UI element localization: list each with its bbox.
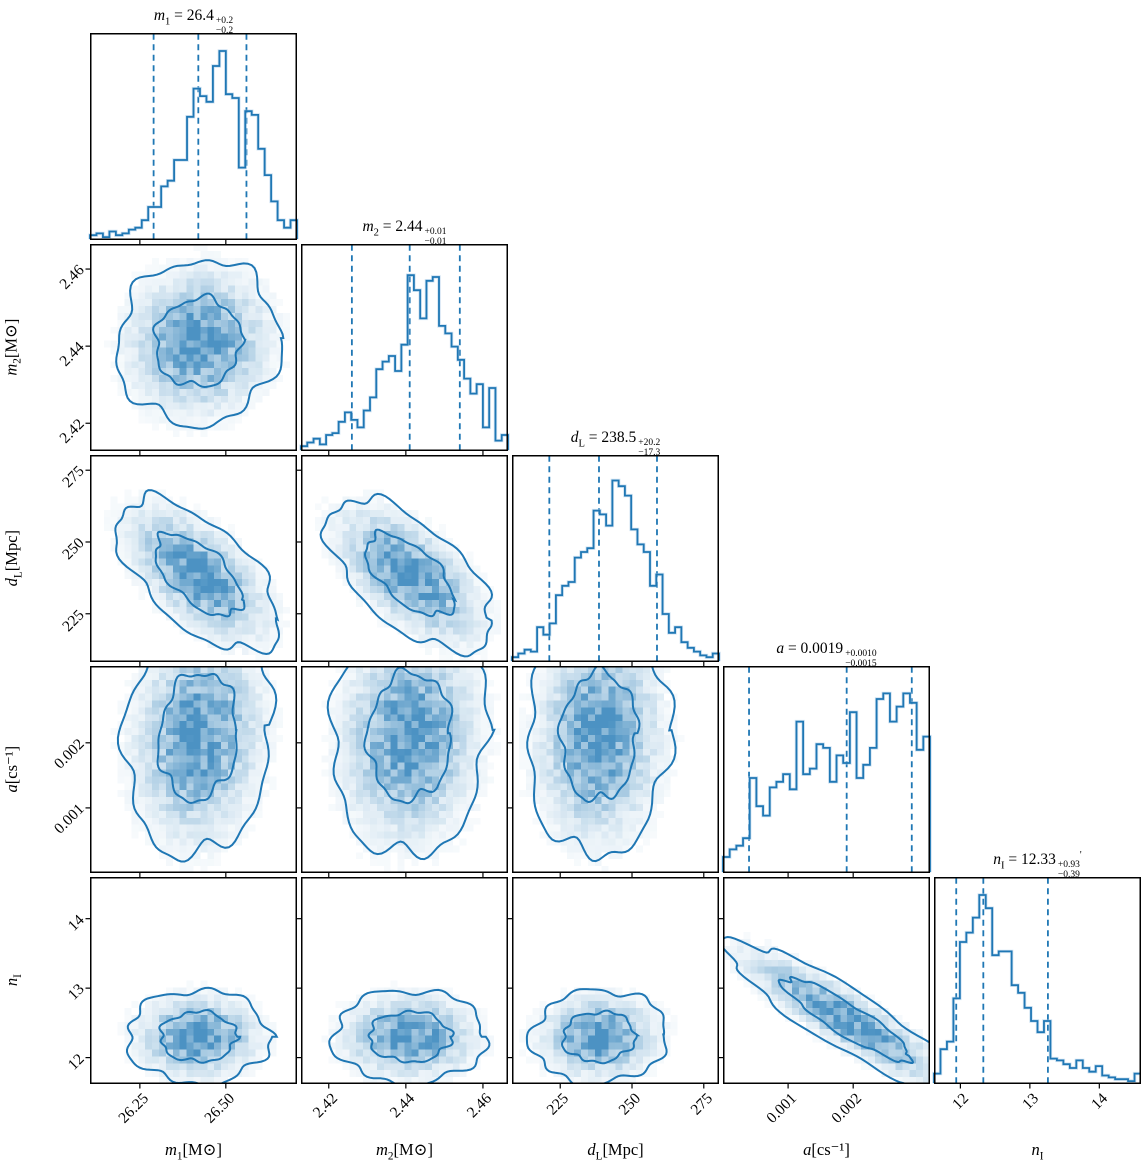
density-a-vs-m2 bbox=[296, 666, 508, 878]
histogram-halo bbox=[299, 273, 510, 451]
density-contour bbox=[526, 666, 677, 863]
panel-title-m2: m2 = 2.44 +0.01 −0.01 bbox=[362, 218, 447, 248]
y-axis-title-a: a[cs⁻¹] bbox=[1, 746, 21, 793]
x-axis-title-nI: nI bbox=[1031, 1140, 1044, 1163]
density-nI-vs-a bbox=[718, 877, 930, 1089]
density-contour bbox=[723, 935, 930, 1084]
density-contour bbox=[158, 1008, 242, 1064]
x-axis-title-m2: m2[M⊙] bbox=[375, 1140, 434, 1163]
histogram-m1 bbox=[88, 33, 299, 245]
histogram-line bbox=[722, 692, 931, 873]
panel-title-dL: dL = 238.5 +20.2 −17.3 bbox=[570, 429, 661, 459]
density-contour bbox=[326, 666, 496, 861]
density-contour bbox=[560, 1009, 641, 1065]
panel-border bbox=[90, 33, 297, 240]
histogram-line bbox=[89, 50, 298, 240]
panel-title-nI: nI = 12.33 +0.93 −0.39 ' bbox=[993, 850, 1082, 881]
panel-border bbox=[512, 877, 719, 1084]
density-contour bbox=[556, 666, 641, 804]
histogram-m2 bbox=[299, 244, 510, 456]
density-contour bbox=[777, 976, 915, 1064]
panel-hist-m1: m1 = 26.4 +0.2 −0.2 bbox=[88, 7, 299, 245]
panel-hist-a: a = 0.0019 +0.0010 −0.0015 bbox=[721, 640, 932, 878]
panel-density-nI-vs-dL: 225 250 275 dL[Mpc] bbox=[507, 877, 719, 1162]
panel-hist-m2: m2 = 2.44 +0.01 −0.01 bbox=[299, 218, 510, 456]
panel-border bbox=[301, 877, 508, 1084]
panel-border bbox=[90, 244, 297, 451]
y-axis-title-m2: m2[M⊙] bbox=[1, 318, 25, 377]
panel-hist-dL: dL = 238.5 +20.2 −17.3 bbox=[510, 429, 721, 667]
panel-density-a-vs-m2 bbox=[296, 666, 508, 878]
density-contour bbox=[115, 259, 285, 430]
density-contour bbox=[126, 986, 279, 1084]
panel-title-a: a = 0.0019 +0.0010 −0.0015 bbox=[776, 640, 877, 670]
histogram-line bbox=[511, 479, 720, 662]
panel-border bbox=[512, 455, 719, 662]
panel-border bbox=[301, 455, 508, 662]
panel-border bbox=[301, 244, 508, 451]
histogram-line bbox=[300, 274, 509, 451]
histogram-nI bbox=[932, 877, 1141, 1089]
density-dL-vs-m1 bbox=[85, 455, 297, 667]
density-contour bbox=[328, 988, 491, 1084]
panel-border bbox=[90, 455, 297, 662]
density-contour bbox=[154, 530, 246, 618]
panel-density-m2-vs-m1: 2.42 2.44 2.46 m2[M⊙] bbox=[2, 244, 297, 456]
panel-density-a-vs-dL bbox=[507, 666, 719, 878]
histogram-halo bbox=[88, 49, 299, 240]
histogram-line bbox=[933, 894, 1141, 1084]
y-axis-title-dL: dL[Mpc] bbox=[1, 530, 25, 587]
density-nI-vs-dL bbox=[507, 877, 719, 1089]
panel-density-dL-vs-m1: 225 250 275 dL[Mpc] bbox=[2, 455, 297, 667]
density-contour bbox=[363, 666, 454, 805]
density-contour bbox=[156, 673, 238, 805]
histogram-dL bbox=[510, 455, 721, 667]
panel-density-dL-vs-m2 bbox=[296, 455, 508, 667]
density-contour bbox=[116, 666, 278, 863]
density-dL-vs-m2 bbox=[296, 455, 508, 667]
density-contour bbox=[363, 528, 458, 618]
density-a-vs-m1 bbox=[85, 666, 297, 878]
panel-border bbox=[934, 877, 1141, 1084]
panel-border bbox=[512, 666, 719, 873]
y-axis-title-nI: nI bbox=[1, 974, 25, 987]
density-contour bbox=[525, 988, 668, 1084]
panel-border bbox=[90, 877, 297, 1084]
density-nI-vs-m2 bbox=[296, 877, 508, 1089]
histogram-halo bbox=[721, 691, 932, 873]
panel-hist-nI: nI = 12.33 +0.93 −0.39 ' 12 13 14 nI bbox=[932, 850, 1141, 1162]
panel-density-a-vs-m1: 0.001 0.002 a[cs⁻¹] bbox=[2, 666, 297, 878]
density-contour bbox=[152, 292, 247, 389]
panel-density-nI-vs-m1: 26.25 26.50 m1[M⊙] 12 13 14 nI bbox=[2, 877, 297, 1162]
panel-border bbox=[301, 666, 508, 873]
panel-density-nI-vs-m2: 2.42 2.44 2.46 m2[M⊙] bbox=[296, 877, 508, 1162]
x-axis-title-m1: m1[M⊙] bbox=[164, 1140, 223, 1163]
density-a-vs-dL bbox=[507, 666, 719, 878]
x-axis-title-a: a[cs⁻¹] bbox=[803, 1140, 850, 1159]
histogram-a bbox=[721, 666, 932, 878]
panel-border bbox=[723, 877, 930, 1084]
panel-border bbox=[90, 666, 297, 873]
density-contour bbox=[114, 489, 281, 656]
panel-density-nI-vs-a: 0.001 0.002 a[cs⁻¹] bbox=[718, 877, 930, 1159]
density-m2-vs-m1 bbox=[85, 244, 297, 456]
x-axis-title-dL: dL[Mpc] bbox=[587, 1140, 644, 1163]
histogram-halo bbox=[932, 893, 1141, 1084]
panel-border bbox=[723, 666, 930, 873]
density-contour bbox=[367, 1009, 455, 1064]
panel-title-m1: m1 = 26.4 +0.2 −0.2 bbox=[153, 7, 234, 37]
density-contour bbox=[319, 492, 494, 658]
density-nI-vs-m1 bbox=[85, 877, 297, 1089]
